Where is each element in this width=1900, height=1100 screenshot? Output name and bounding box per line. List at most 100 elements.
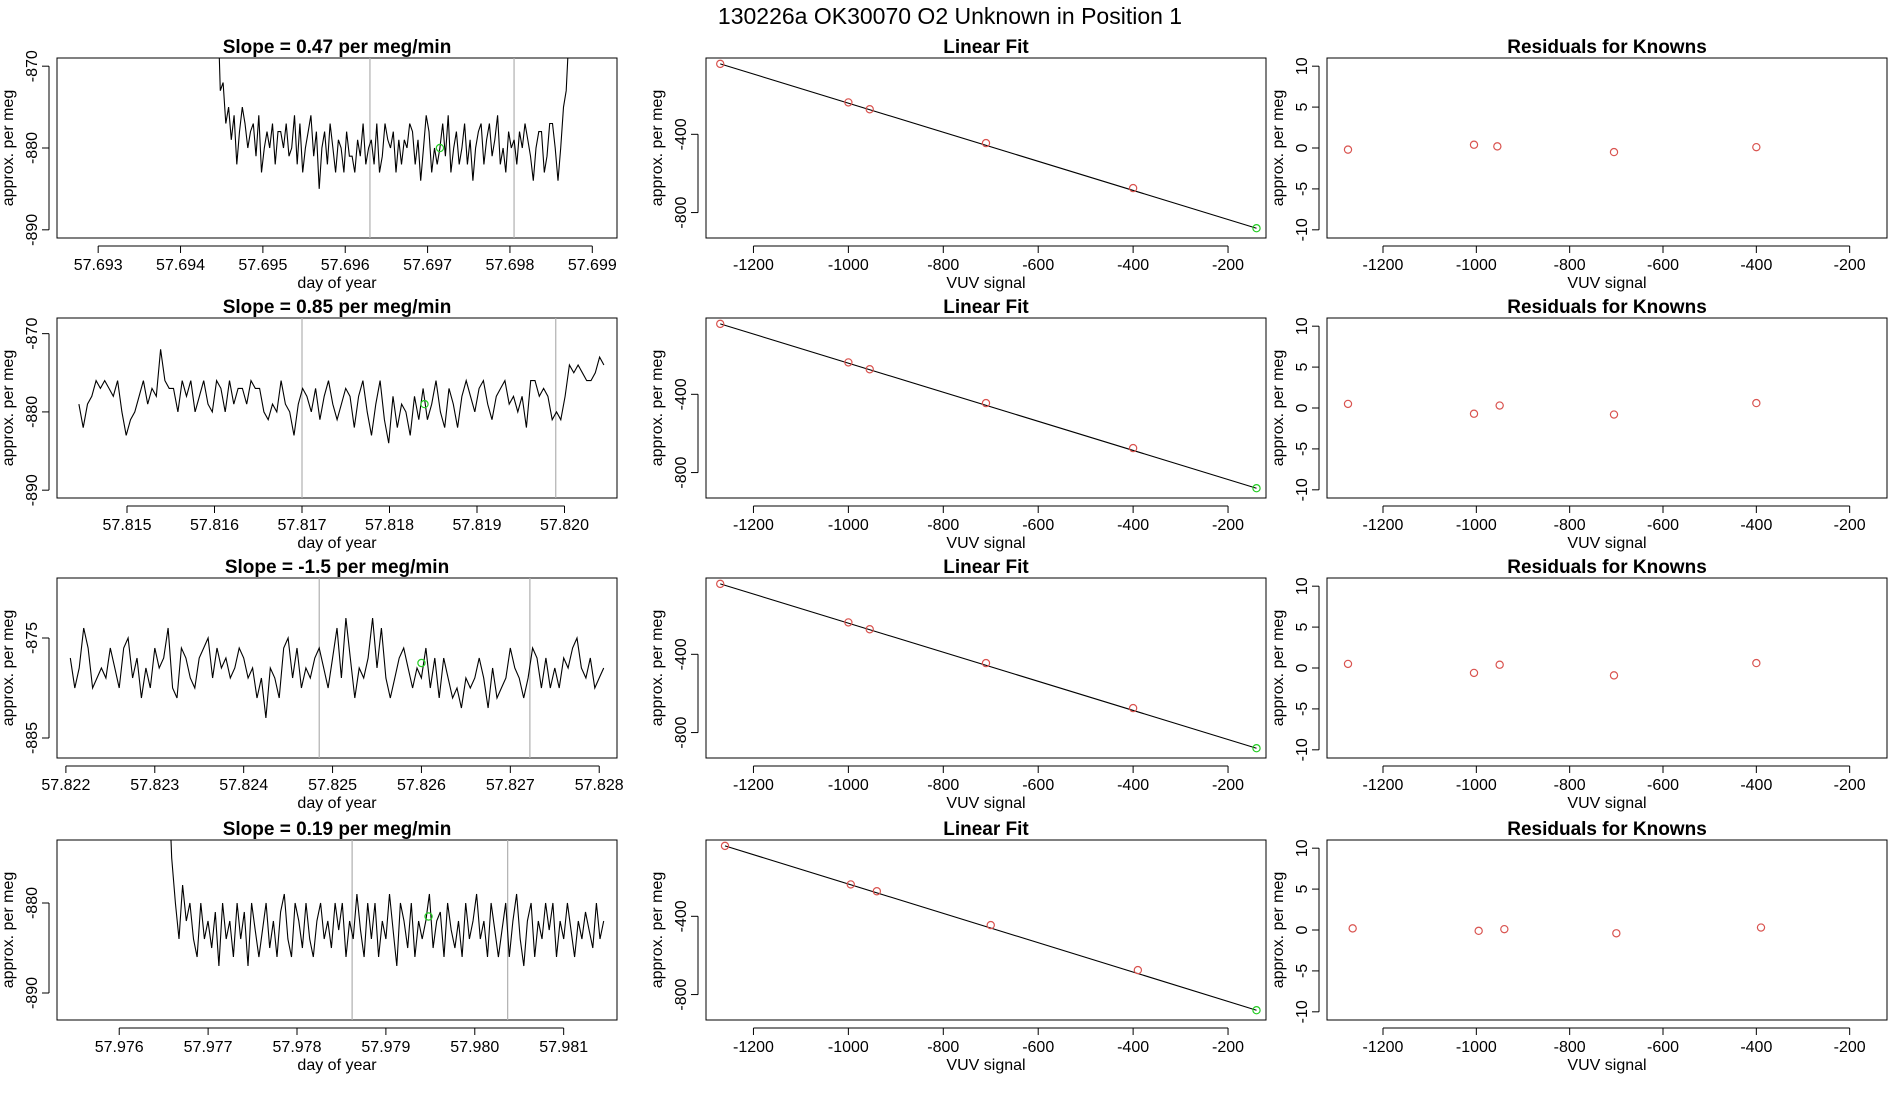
known-point (865, 105, 874, 114)
plot-area (218, 58, 569, 238)
plot-area (170, 840, 605, 1020)
x-tick-label: -1000 (1456, 777, 1497, 794)
residual-point (1752, 658, 1761, 668)
panel-3: Residuals for Knowns -1200 -1000 -800 -600 -4… (1270, 37, 1888, 292)
x-tick-label: -600 (1647, 1039, 1679, 1056)
x-tick-label: 57.817 (278, 517, 327, 534)
x-axis-label: VUV signal (946, 275, 1025, 292)
plot-frame (1326, 317, 1888, 499)
x-axis-label: day of year (297, 1057, 377, 1074)
y-tick-label: -880 (24, 887, 41, 919)
plot-frame (705, 577, 1267, 759)
x-tick-label: -800 (1554, 517, 1586, 534)
x-tick-label: -200 (1212, 517, 1244, 534)
y-axis-label: approx. per meg (1270, 610, 1287, 727)
y-tick-label: -800 (673, 978, 690, 1010)
panel-5: Linear Fit -1200 -1000 -800 -600 -400 -200 VUV … (649, 297, 1267, 552)
plot-area (1343, 398, 1761, 419)
panel-1: Slope = 0.47 per meg/min 57.693 57.694 57.6… (0, 37, 618, 292)
y-tick-label: 10 (1294, 577, 1311, 595)
residual-point (1493, 142, 1502, 151)
known-point (986, 920, 995, 930)
residual-point (1474, 926, 1483, 936)
x-tick-label: 57.694 (156, 257, 205, 274)
panel-title: Linear Fit (943, 819, 1029, 840)
known-point (1128, 703, 1138, 713)
y-tick-label: -5 (1294, 964, 1311, 978)
x-tick-label: -400 (1740, 777, 1772, 794)
y-axis-label: approx. per meg (1270, 350, 1287, 467)
x-tick-label: -1200 (1363, 257, 1404, 274)
unknown-point-marker (417, 658, 426, 668)
series-line (69, 617, 605, 719)
plot-frame (56, 317, 618, 499)
known-point (1133, 965, 1143, 975)
x-tick-label: 57.820 (540, 517, 589, 534)
residual-point (1612, 929, 1621, 938)
x-tick-label: 57.981 (539, 1039, 588, 1056)
known-point (981, 398, 991, 408)
y-tick-label: 0 (1294, 925, 1311, 934)
y-axis-label: approx. per meg (1270, 90, 1287, 207)
y-tick-label: -885 (24, 722, 41, 754)
x-tick-label: 57.822 (41, 777, 90, 794)
y-tick-label: -10 (1294, 738, 1311, 761)
y-tick-label: 5 (1294, 363, 1311, 372)
x-tick-label: -800 (927, 777, 959, 794)
residual-point (1495, 660, 1504, 669)
x-tick-label: -400 (1117, 777, 1149, 794)
x-tick-label: -200 (1212, 257, 1244, 274)
x-tick-label: -200 (1834, 777, 1866, 794)
known-point (981, 658, 991, 668)
panel-title: Residuals for Knowns (1507, 819, 1707, 840)
x-tick-label: -600 (1022, 777, 1054, 794)
plot-area (1348, 923, 1766, 938)
y-tick-label: -800 (673, 196, 690, 228)
x-tick-label: -200 (1834, 257, 1866, 274)
x-axis-label: day of year (297, 275, 377, 292)
known-point (844, 618, 853, 627)
residual-point (1343, 399, 1353, 409)
x-tick-label: 57.697 (403, 257, 452, 274)
unknown-point-marker (424, 912, 433, 921)
unknown-point-marker (435, 143, 445, 153)
x-axis-label: VUV signal (1567, 1057, 1646, 1074)
plot-frame (56, 839, 618, 1021)
y-tick-label: 10 (1294, 839, 1311, 857)
x-tick-label: -1200 (1363, 777, 1404, 794)
x-axis-label: day of year (297, 535, 377, 552)
panel-11: Linear Fit -1200 -1000 -800 -600 -400 -200 VUV … (649, 819, 1267, 1074)
x-tick-label: -600 (1647, 257, 1679, 274)
x-tick-label: -200 (1834, 1039, 1866, 1056)
unknown-point (1252, 744, 1261, 753)
y-tick-label: -5 (1294, 442, 1311, 456)
y-tick-label: -5 (1294, 702, 1311, 716)
x-tick-label: 57.693 (74, 257, 123, 274)
plot-frame (705, 57, 1267, 239)
x-tick-label: -1200 (1363, 517, 1404, 534)
y-tick-label: -875 (24, 622, 41, 654)
known-point (720, 841, 730, 851)
fit-line (724, 845, 1257, 1011)
y-axis-label: approx. per meg (649, 350, 666, 467)
panel-12: Residuals for Knowns -1200 -1000 -800 -600 -4… (1270, 819, 1888, 1074)
panel-title: Linear Fit (943, 37, 1029, 58)
panel-title: Linear Fit (943, 557, 1029, 578)
x-tick-label: -800 (1554, 777, 1586, 794)
residual-point (1469, 668, 1479, 678)
known-point (716, 579, 725, 589)
panel-6: Residuals for Knowns -1200 -1000 -800 -600 -4… (1270, 297, 1888, 552)
x-tick-label: -200 (1834, 517, 1866, 534)
y-tick-label: 0 (1294, 143, 1311, 152)
y-axis-label: approx. per meg (649, 90, 666, 207)
x-tick-label: -1000 (828, 777, 869, 794)
x-axis-label: VUV signal (946, 535, 1025, 552)
panel-2: Linear Fit -1200 -1000 -800 -600 -400 -200 VUV … (649, 37, 1267, 292)
x-tick-label: 57.815 (103, 517, 152, 534)
panel-title: Slope = -1.5 per meg/min (225, 557, 449, 578)
known-point (872, 887, 882, 896)
y-tick-label: 10 (1294, 317, 1311, 335)
x-axis-label: VUV signal (946, 795, 1025, 812)
x-tick-label: 57.816 (190, 517, 239, 534)
x-tick-label: 57.823 (130, 777, 179, 794)
